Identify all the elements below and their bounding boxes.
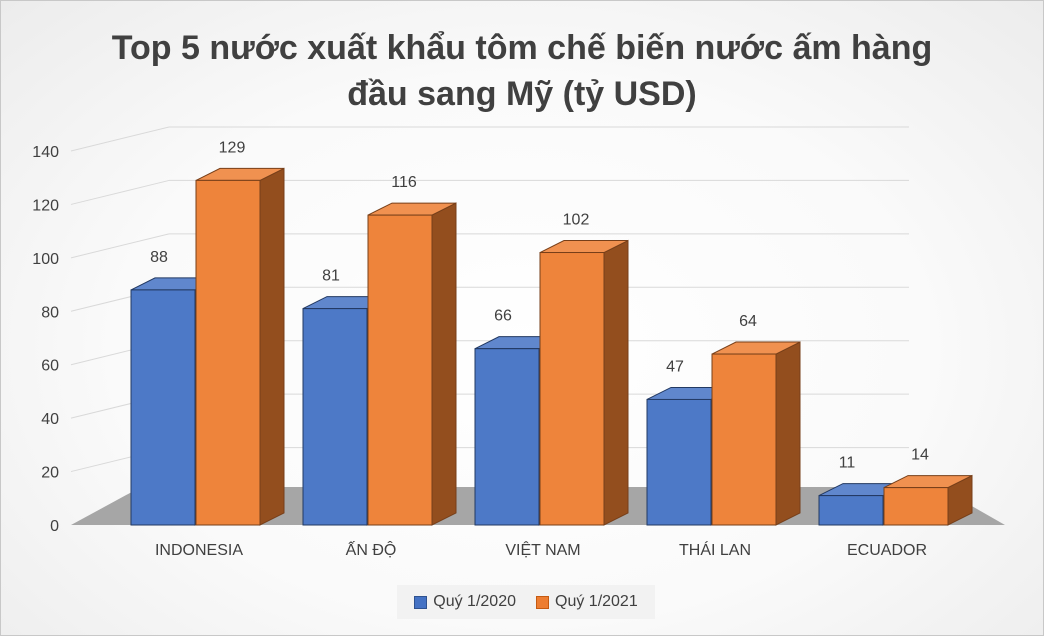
bar <box>711 353 777 526</box>
bar <box>818 495 884 526</box>
bar <box>539 252 605 526</box>
data-label: 66 <box>494 308 512 325</box>
bar <box>130 289 196 526</box>
data-label: 102 <box>563 212 590 229</box>
legend-swatch-2021 <box>536 595 549 609</box>
gridline-wall-120 <box>70 179 170 205</box>
y-tick-label: 140 <box>32 144 59 161</box>
gridline-wall-100 <box>70 233 170 259</box>
y-tick-label: 120 <box>32 197 59 214</box>
data-label: 14 <box>911 447 929 464</box>
y-tick-label: 20 <box>41 465 59 482</box>
bar <box>302 308 368 526</box>
x-category-label: THÁI LAN <box>679 540 751 559</box>
data-label: 81 <box>322 268 340 285</box>
y-tick-label: 80 <box>41 304 59 321</box>
bar <box>195 179 261 526</box>
y-tick-label: 100 <box>32 251 59 268</box>
x-category-label: INDONESIA <box>155 542 243 559</box>
data-label: 88 <box>150 249 168 266</box>
gridline-wall-140 <box>70 126 170 152</box>
legend-label-2020: Quý 1/2020 <box>433 593 516 610</box>
bar-side <box>431 202 457 526</box>
data-label: 116 <box>391 174 417 191</box>
bar <box>474 348 540 526</box>
chart-title-line-2: đầu sang Mỹ (tỷ USD) <box>347 75 697 113</box>
data-label: 47 <box>666 358 684 375</box>
data-label: 11 <box>839 455 856 472</box>
bar-side <box>775 341 801 526</box>
x-category-label: ECUADOR <box>847 542 927 559</box>
chart-legend: Quý 1/2020 Quý 1/2021 <box>397 585 655 619</box>
data-label: 129 <box>219 139 246 156</box>
legend-item-2020: Quý 1/2020 <box>414 593 516 611</box>
bar <box>646 398 712 526</box>
bar <box>367 214 433 526</box>
chart-title-line-1: Top 5 nước xuất khẩu tôm chế biến nước ấ… <box>111 29 933 67</box>
legend-swatch-2020 <box>414 595 428 609</box>
x-category-label: ẤN ĐỘ <box>346 540 397 559</box>
bar-side <box>259 167 285 526</box>
chart-title: Top 5 nước xuất khẩu tôm chế biến nước ấ… <box>1 25 1043 117</box>
x-category-label: VIỆT NAM <box>505 540 580 559</box>
legend-label-2021: Quý 1/2021 <box>555 593 638 610</box>
y-tick-label: 60 <box>41 358 59 375</box>
bar-side <box>603 239 629 526</box>
bar <box>883 487 949 526</box>
y-tick-label: 0 <box>50 518 59 535</box>
data-label: 64 <box>739 313 757 330</box>
legend-item-2021: Quý 1/2021 <box>536 593 638 611</box>
y-tick-label: 40 <box>41 411 59 428</box>
